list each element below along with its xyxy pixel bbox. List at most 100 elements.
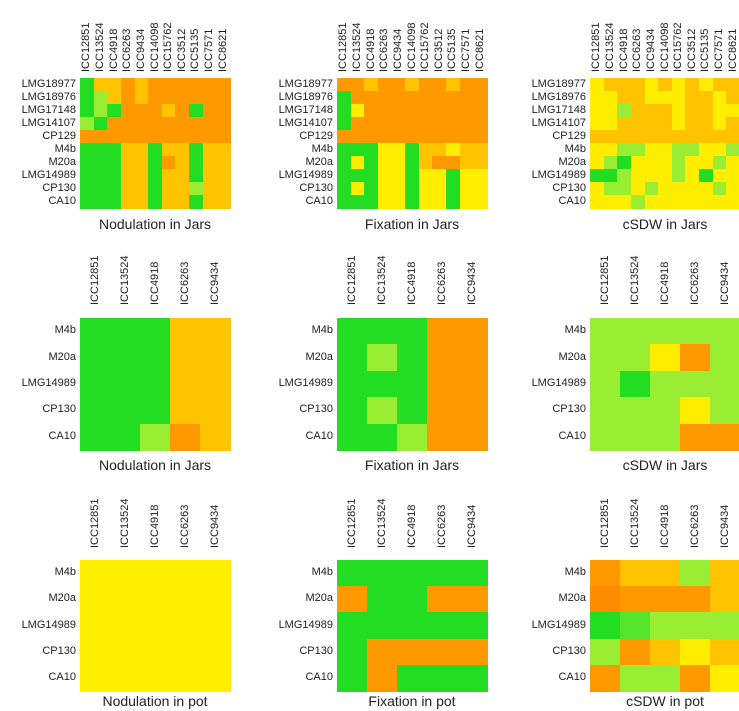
heatmap-cell [350, 91, 366, 105]
heatmap-cell [726, 78, 739, 92]
row-label: LMG18976 [531, 90, 586, 103]
heatmap-cell [134, 104, 150, 118]
heatmap-cell [644, 104, 660, 118]
heatmap-cell [685, 91, 700, 105]
heatmap-cell [80, 143, 95, 157]
heatmap-cell [80, 612, 111, 640]
chart-caption: cSDW in Jars [622, 457, 708, 473]
heatmap-cell [473, 156, 488, 170]
heatmap-cell [459, 195, 475, 209]
row-label: CP130 [552, 181, 586, 194]
column-label: ICC12851 [88, 498, 101, 548]
heatmap-cell [107, 130, 122, 144]
column-label: ICC15762 [419, 22, 432, 72]
heatmap-cell [140, 344, 171, 372]
heatmap-cell [712, 195, 728, 209]
heatmap-cell [457, 344, 488, 372]
heatmap-cell [617, 78, 632, 92]
heatmap-cell [93, 143, 109, 157]
heatmap-cell [658, 91, 673, 105]
heatmap-cell [337, 612, 368, 640]
heatmap-cell [140, 664, 171, 693]
row-label: CA10 [558, 429, 586, 442]
column-label: ICC12851 [598, 498, 611, 548]
heatmap-cell [685, 156, 700, 170]
heatmap-cell [80, 182, 95, 196]
heatmap-cell [391, 104, 407, 118]
heatmap-cell [337, 423, 368, 452]
heatmap-cell [712, 169, 728, 183]
heatmap-cell [457, 560, 488, 588]
row-label: M4b [54, 324, 76, 337]
heatmap-cell [590, 195, 605, 209]
heatmap-cell [337, 318, 368, 346]
heatmap-cell [710, 664, 739, 693]
heatmap-cell [658, 169, 673, 183]
heatmap-cell [110, 664, 141, 693]
row-label: CP130 [42, 644, 76, 657]
heatmap-cell [590, 397, 621, 425]
heatmap-cell [397, 423, 428, 452]
heatmap-cell [377, 78, 393, 92]
heatmap-cell [189, 156, 204, 170]
heatmap-cell [337, 143, 352, 157]
heatmap-cell [364, 143, 379, 157]
heatmap-cell [107, 169, 122, 183]
column-label: ICC13524 [118, 498, 131, 548]
heatmap-cell [457, 612, 488, 640]
column-label: ICC9434 [208, 504, 221, 548]
row-label: M4b [564, 142, 586, 155]
heatmap-cell [110, 318, 141, 346]
heatmap-cell [110, 344, 141, 372]
heatmap-cell [337, 169, 352, 183]
heatmap-cell [391, 182, 407, 196]
heatmap-cell [337, 104, 352, 118]
heatmap-cell [93, 130, 109, 144]
heatmap-cell [446, 195, 461, 209]
heatmap-cell [175, 156, 190, 170]
heatmap-cell [140, 638, 171, 667]
heatmap-cell [699, 78, 714, 92]
column-label: ICC4918 [658, 261, 671, 305]
heatmap-cell [170, 638, 201, 667]
heatmap-cell [590, 104, 605, 118]
heatmap-cell [337, 397, 368, 425]
heatmap-cell [134, 91, 150, 105]
heatmap-cell [710, 318, 739, 346]
heatmap-cell [80, 638, 111, 667]
heatmap-cell [93, 195, 109, 209]
heatmap-cell [200, 397, 231, 425]
heatmap-cell [432, 169, 447, 183]
heatmap-cell [337, 91, 352, 105]
heatmap-cell [658, 156, 673, 170]
heatmap-cell [397, 397, 428, 425]
heatmap-cell [432, 143, 447, 157]
heatmap-cell [110, 423, 141, 452]
heatmap-cell [93, 169, 109, 183]
heatmap-cell [650, 560, 681, 588]
heatmap-cell [200, 318, 231, 346]
heatmap-cell [473, 117, 488, 131]
heatmap-cell [140, 560, 171, 588]
heatmap-cell [107, 143, 122, 157]
heatmap-cell [367, 586, 398, 614]
row-label: CP130 [42, 403, 76, 416]
heatmap-cell [418, 104, 434, 118]
heatmap-cell [590, 182, 605, 196]
heatmap-cell [107, 117, 122, 131]
heatmap-cell [148, 169, 163, 183]
heatmap-cell [170, 560, 201, 588]
heatmap-cell [391, 130, 407, 144]
heatmap-cell [350, 104, 366, 118]
heatmap-cell [367, 664, 398, 693]
heatmap-cell [418, 143, 434, 157]
column-label: ICC12851 [598, 255, 611, 305]
heatmap-cell [161, 91, 177, 105]
heatmap-cell [630, 169, 646, 183]
heatmap-cell [710, 638, 739, 667]
row-label: LMG18977 [21, 77, 76, 90]
heatmap-cell [459, 78, 475, 92]
heatmap-cell [446, 104, 461, 118]
heatmap-cell [726, 130, 739, 144]
heatmap-cell [680, 560, 711, 588]
